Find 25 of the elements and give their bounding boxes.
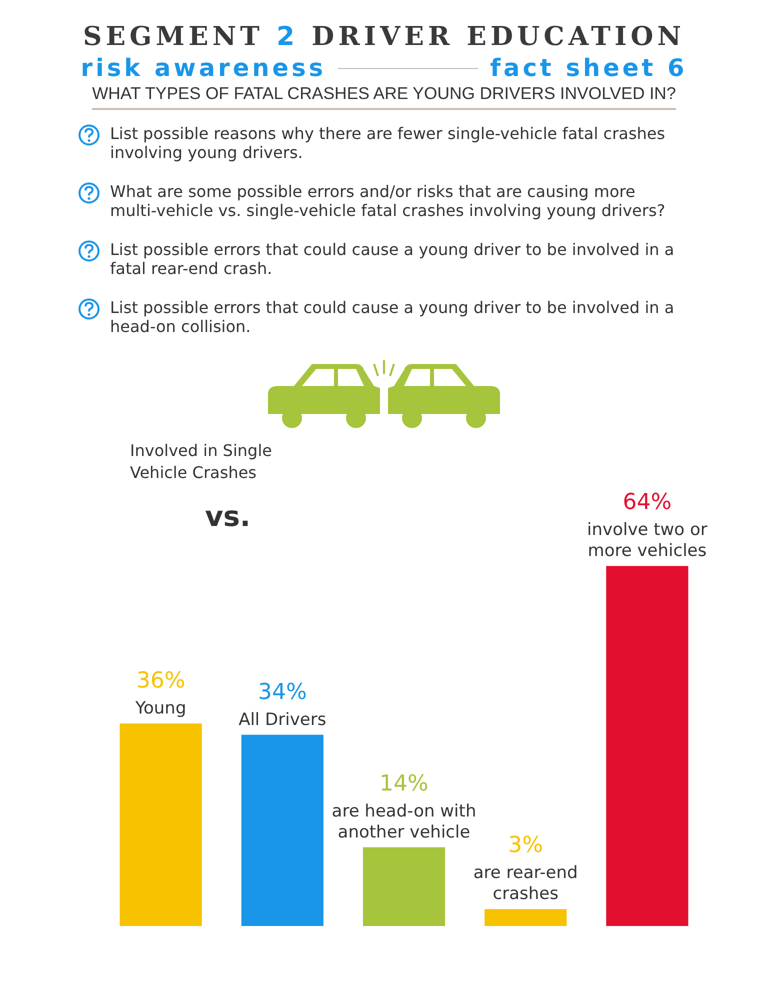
text: WHAT TYPES OF FATAL CRASHES ARE YOUNG DRIVERS INVOLVED IN? bbox=[92, 84, 676, 110]
x-tick-label: Young bbox=[134, 698, 186, 718]
data-label: 14% bbox=[380, 771, 428, 796]
text: vs. bbox=[205, 500, 251, 533]
bar bbox=[120, 724, 202, 926]
text: fact sheet 6 bbox=[490, 54, 688, 82]
x-tick-label: are rear-end crashes bbox=[473, 863, 578, 904]
chart-subtitle: risk awareness bbox=[80, 54, 326, 82]
bar bbox=[484, 909, 567, 926]
text: Involved in Single Vehicle Crashes bbox=[130, 440, 273, 484]
chart-title: SEGMENT 2 DRIVER EDUCATION bbox=[82, 22, 686, 52]
data-label: 34% bbox=[258, 680, 307, 705]
x-tick-label: involve two or more vehicles bbox=[587, 520, 708, 561]
text: List possible reasons why there are fewer single-vehicle fatal crashes involving young drivers. bbox=[110, 124, 666, 162]
text: List possible errors that could cause a young driver to be involved in a head-on collision. bbox=[110, 298, 676, 336]
bar bbox=[241, 734, 324, 926]
x-tick-label: All Drivers bbox=[238, 710, 326, 730]
bar bbox=[606, 566, 688, 926]
x-tick-label: are head-on with another vehicle bbox=[332, 801, 476, 842]
data-label: 3% bbox=[508, 833, 544, 858]
text: What are some possible errors and/or risks that are causing more multi-vehicle vs. single-vehicle fatal crashes involving young drivers? bbox=[110, 182, 666, 220]
bar bbox=[362, 847, 446, 926]
text: List possible errors that could cause a young driver to be involved in a fatal rear-end crash. bbox=[110, 240, 676, 278]
data-label: 64% bbox=[622, 490, 672, 515]
data-label: 36% bbox=[136, 668, 186, 694]
